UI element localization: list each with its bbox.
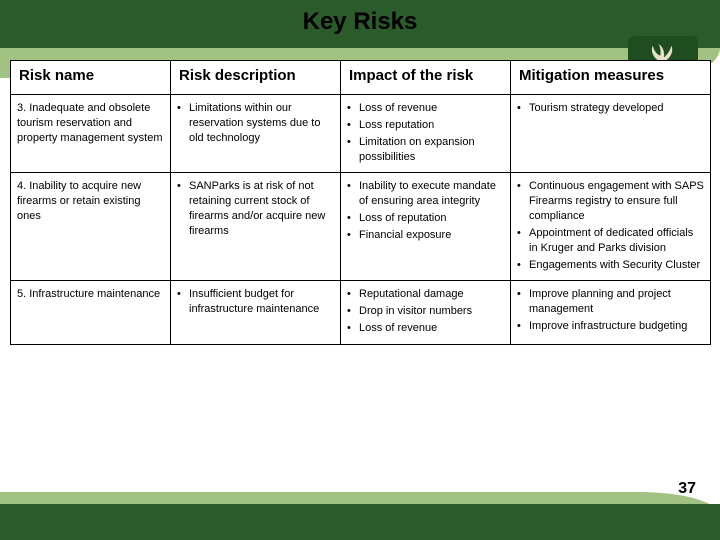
risk-impact-cell: Loss of revenue Loss reputation Limitati… xyxy=(341,95,511,173)
list-item: Drop in visitor numbers xyxy=(347,304,504,319)
list-item: Improve infrastructure budgeting xyxy=(517,319,704,334)
list-item: Improve planning and project management xyxy=(517,287,704,317)
list-item: Appointment of dedicated officials in Kr… xyxy=(517,226,704,256)
risk-desc-cell: SANParks is at risk of not retaining cur… xyxy=(171,173,341,281)
risk-desc-cell: Limitations within our reservation syste… xyxy=(171,95,341,173)
table-row: 5. Infrastructure maintenance Insufficie… xyxy=(11,281,711,345)
list-item: Limitation on expansion possibilities xyxy=(347,135,504,165)
risk-name: 3. Inadequate and obsolete tourism reser… xyxy=(17,102,163,144)
list-item: Limitations within our reservation syste… xyxy=(177,101,334,146)
table-header-row: Risk name Risk description Impact of the… xyxy=(11,61,711,95)
list-item: Loss of revenue xyxy=(347,321,504,336)
risk-name-cell: 5. Infrastructure maintenance xyxy=(11,281,171,345)
col-header-mitigation: Mitigation measures xyxy=(511,61,711,95)
risk-impact-cell: Inability to execute mandate of ensuring… xyxy=(341,173,511,281)
risk-mitigation-cell: Continuous engagement with SAPS Firearms… xyxy=(511,173,711,281)
risk-mitigation-cell: Tourism strategy developed xyxy=(511,95,711,173)
risk-mitigation-cell: Improve planning and project management … xyxy=(511,281,711,345)
list-item: SANParks is at risk of not retaining cur… xyxy=(177,179,334,238)
list-item: Inability to execute mandate of ensuring… xyxy=(347,179,504,209)
risk-impact-cell: Reputational damage Drop in visitor numb… xyxy=(341,281,511,345)
risk-name: 4. Inability to acquire new firearms or … xyxy=(17,180,141,222)
table-row: 3. Inadequate and obsolete tourism reser… xyxy=(11,95,711,173)
list-item: Reputational damage xyxy=(347,287,504,302)
col-header-risk-name: Risk name xyxy=(11,61,171,95)
slide-title: Key Risks xyxy=(0,8,720,36)
list-item: Continuous engagement with SAPS Firearms… xyxy=(517,179,704,224)
risk-desc-cell: Insufficient budget for infrastructure m… xyxy=(171,281,341,345)
col-header-impact: Impact of the risk xyxy=(341,61,511,95)
list-item: Engagements with Security Cluster xyxy=(517,258,704,273)
slide: Key Risks Risk name Risk description Imp… xyxy=(0,0,720,540)
risk-name-cell: 4. Inability to acquire new firearms or … xyxy=(11,173,171,281)
page-number: 37 xyxy=(678,480,696,498)
risk-name-cell: 3. Inadequate and obsolete tourism reser… xyxy=(11,95,171,173)
risk-table: Risk name Risk description Impact of the… xyxy=(10,60,711,345)
table-row: 4. Inability to acquire new firearms or … xyxy=(11,173,711,281)
risk-name: 5. Infrastructure maintenance xyxy=(17,288,160,300)
list-item: Loss of revenue xyxy=(347,101,504,116)
list-item: Loss reputation xyxy=(347,118,504,133)
list-item: Loss of reputation xyxy=(347,211,504,226)
list-item: Insufficient budget for infrastructure m… xyxy=(177,287,334,317)
footer-band xyxy=(0,504,720,540)
col-header-risk-description: Risk description xyxy=(171,61,341,95)
list-item: Financial exposure xyxy=(347,228,504,243)
list-item: Tourism strategy developed xyxy=(517,101,704,116)
